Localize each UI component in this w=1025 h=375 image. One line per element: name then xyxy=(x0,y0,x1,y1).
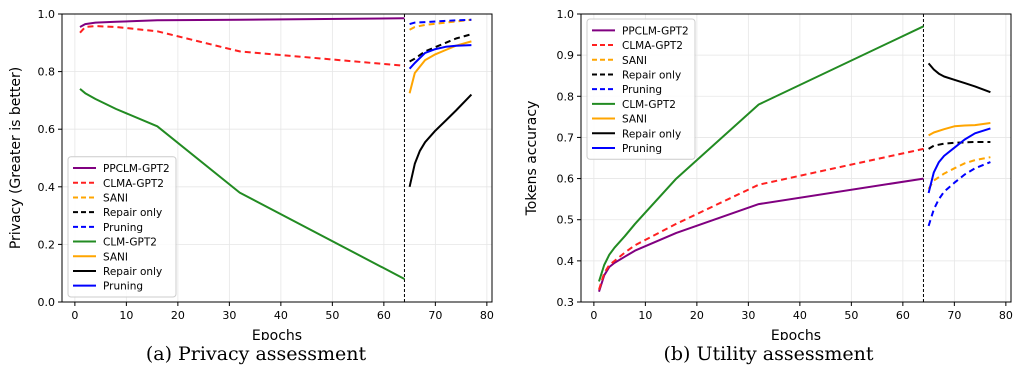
legend-entry: SANI xyxy=(103,192,128,204)
legend-entry: Repair only xyxy=(622,128,681,140)
y-tick-label: 0.4 xyxy=(557,255,575,268)
legend-entry: SANI xyxy=(622,114,647,126)
plot-frame xyxy=(61,13,493,303)
series-line-5 xyxy=(598,25,924,282)
x-tick-label: 70 xyxy=(428,309,442,322)
privacy-chart: 0 10 20 30 40 50 60 70 80 0.0 0.2 0.4 0.6 0.8 1.0 Epoch… xyxy=(8,8,494,340)
x-tick-label: 80 xyxy=(999,309,1013,322)
legend xyxy=(586,18,696,160)
x-tick-label: 50 xyxy=(325,309,339,322)
y-tick-label: 0.0 xyxy=(38,296,56,309)
x-tick-label: 40 xyxy=(793,309,807,322)
x-tick-label: 10 xyxy=(119,309,133,322)
series-line-3 xyxy=(409,33,472,63)
x-tick-label: 60 xyxy=(896,309,910,322)
y-tick-label: 0.7 xyxy=(557,131,575,144)
y-tick-label: 0.4 xyxy=(38,181,56,194)
legend-entry: Pruning xyxy=(103,281,143,293)
legend-entry: SANI xyxy=(622,55,647,67)
x-tick-label: 0 xyxy=(590,309,597,322)
series-line-6 xyxy=(408,40,472,94)
x-tick-label: 70 xyxy=(947,309,961,322)
y-tick-label: 0.2 xyxy=(38,238,56,251)
privacy-caption: (a) Privacy assessment xyxy=(145,343,367,365)
x-tick-label: 80 xyxy=(480,309,494,322)
legend xyxy=(67,156,177,298)
legend-entry: Pruning xyxy=(103,222,143,234)
series-line-6 xyxy=(928,122,991,137)
y-tick-label: 0.3 xyxy=(557,296,575,309)
series-line-2 xyxy=(409,18,472,31)
y-axis-label: Privacy (Greater is better) xyxy=(8,67,24,249)
legend-entry: CLM-GPT2 xyxy=(622,99,676,111)
x-tick-label: 20 xyxy=(690,309,704,322)
series-line-1 xyxy=(79,25,405,67)
x-tick-label: 20 xyxy=(171,309,185,322)
x-tick-label: 30 xyxy=(222,309,236,322)
legend-entry: SANI xyxy=(103,251,128,263)
y-tick-label: 0.8 xyxy=(38,66,56,79)
series-line-7 xyxy=(927,62,991,94)
y-tick-label: 0.9 xyxy=(557,49,575,62)
series-line-7 xyxy=(408,93,473,188)
legend-entry: PPCLM-GPT2 xyxy=(622,25,689,37)
legend-entry: Pruning xyxy=(622,143,662,155)
series-line-4 xyxy=(927,161,991,227)
x-tick-label: 10 xyxy=(638,309,652,322)
plot-frame xyxy=(580,13,1012,303)
x-tick-label: 40 xyxy=(274,309,288,322)
y-tick-label: 0.6 xyxy=(557,173,575,186)
legend-entry: CLM-GPT2 xyxy=(103,237,157,249)
y-tick-label: 0.8 xyxy=(557,90,575,103)
x-tick-label: 60 xyxy=(377,309,391,322)
legend-entry: Repair only xyxy=(103,266,162,278)
series-line-8 xyxy=(408,44,472,70)
y-tick-label: 0.5 xyxy=(557,214,575,227)
y-tick-label: 1.0 xyxy=(557,8,575,21)
x-tick-label: 0 xyxy=(71,309,78,322)
legend-entry: PPCLM-GPT2 xyxy=(103,163,170,175)
series-line-5 xyxy=(79,88,405,280)
series-line-2 xyxy=(927,156,991,190)
legend-entry: CLMA-GPT2 xyxy=(103,178,164,190)
x-axis-label: Epochs xyxy=(252,328,302,340)
legend-entry: CLMA-GPT2 xyxy=(622,40,683,52)
utility-chart: 0 10 20 30 40 50 60 70 80 0.3 0.4 0.5 0.6 0.7 0.8 0.9 1.… xyxy=(524,8,1013,340)
series-line-4 xyxy=(409,18,472,26)
x-tick-label: 50 xyxy=(844,309,858,322)
series-line-0 xyxy=(598,177,924,293)
series-line-1 xyxy=(598,147,924,291)
series-line-0 xyxy=(79,17,405,28)
y-tick-label: 1.0 xyxy=(38,8,56,21)
y-axis-label: Tokens accuracy xyxy=(524,101,540,217)
x-axis-label: Epochs xyxy=(771,328,821,340)
x-tick-label: 30 xyxy=(741,309,755,322)
y-tick-label: 0.6 xyxy=(38,123,56,136)
legend-entry: Repair only xyxy=(103,207,162,219)
legend-entry: Pruning xyxy=(622,84,662,96)
series-line-8 xyxy=(927,127,991,194)
utility-caption: (b) Utility assessment xyxy=(663,343,874,365)
legend-entry: Repair only xyxy=(622,69,681,81)
